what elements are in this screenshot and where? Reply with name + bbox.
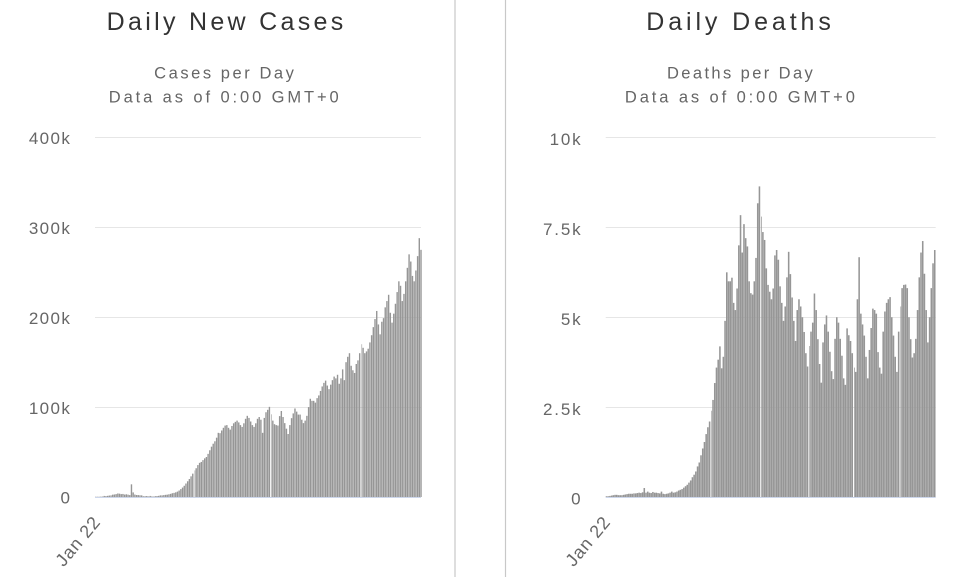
svg-text:Daily Deaths: Daily Deaths [646, 8, 835, 36]
svg-text:Data as of 0:00 GMT+0: Data as of 0:00 GMT+0 [109, 89, 342, 107]
svg-text:5k: 5k [561, 310, 583, 329]
svg-text:400k: 400k [29, 129, 71, 148]
svg-text:Daily New Cases: Daily New Cases [107, 8, 347, 36]
svg-text:2.5k: 2.5k [543, 400, 582, 419]
svg-text:Deaths per Day: Deaths per Day [667, 64, 815, 82]
svg-text:300k: 300k [29, 219, 71, 238]
svg-text:0: 0 [60, 489, 71, 508]
svg-text:7.5k: 7.5k [543, 220, 582, 239]
svg-text:10k: 10k [550, 130, 583, 149]
svg-text:Data as of 0:00 GMT+0: Data as of 0:00 GMT+0 [625, 89, 858, 107]
svg-text:200k: 200k [29, 309, 71, 328]
svg-text:0: 0 [571, 490, 582, 509]
svg-text:Cases per Day: Cases per Day [154, 64, 296, 82]
svg-text:100k: 100k [29, 399, 71, 418]
